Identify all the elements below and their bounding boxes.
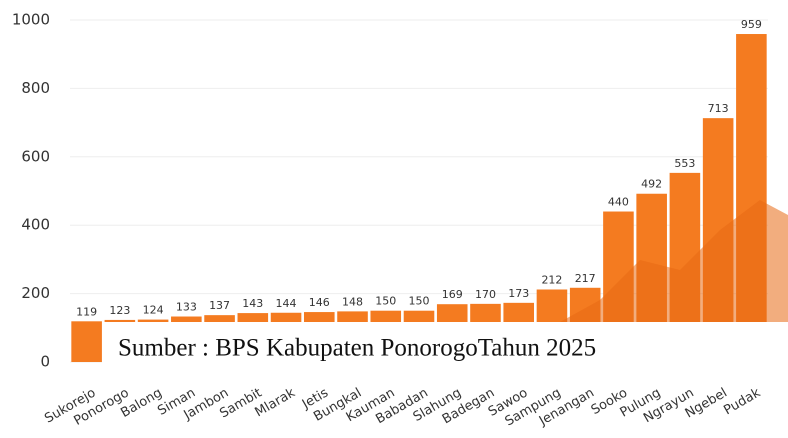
- data-label: 137: [209, 299, 230, 312]
- y-tick-label: 200: [21, 284, 50, 302]
- data-label: 173: [508, 287, 529, 300]
- data-label: 959: [741, 18, 762, 31]
- data-label: 217: [575, 272, 596, 285]
- data-label: 553: [674, 157, 695, 170]
- y-tick-label: 600: [21, 147, 50, 165]
- y-tick-label: 0: [40, 353, 50, 371]
- data-label: 713: [708, 102, 729, 115]
- x-tick-label: Pudak: [721, 385, 763, 418]
- data-label: 148: [342, 295, 363, 308]
- data-label: 133: [176, 301, 197, 314]
- source-swatch: [72, 325, 99, 358]
- y-tick-label: 400: [21, 216, 50, 234]
- data-label: 150: [409, 295, 430, 308]
- data-label: 212: [541, 273, 562, 286]
- data-label: 124: [143, 304, 164, 317]
- data-label: 119: [76, 305, 97, 318]
- data-label: 150: [375, 295, 396, 308]
- y-tick-label: 800: [21, 79, 50, 97]
- data-label: 144: [276, 297, 297, 310]
- y-tick-label: 1000: [12, 11, 50, 29]
- data-label: 440: [608, 196, 629, 209]
- data-label: 146: [309, 296, 330, 309]
- data-label: 169: [442, 288, 463, 301]
- data-label: 143: [242, 297, 263, 310]
- chart: 0 200 400 600 800 1000 119 123 124 133 137 143 144 14…: [0, 0, 788, 438]
- source-text: Sumber : BPS Kabupaten PonorogoTahun 202…: [118, 335, 596, 362]
- data-label: 492: [641, 178, 662, 191]
- data-label: 123: [109, 304, 130, 317]
- data-label: 170: [475, 288, 496, 301]
